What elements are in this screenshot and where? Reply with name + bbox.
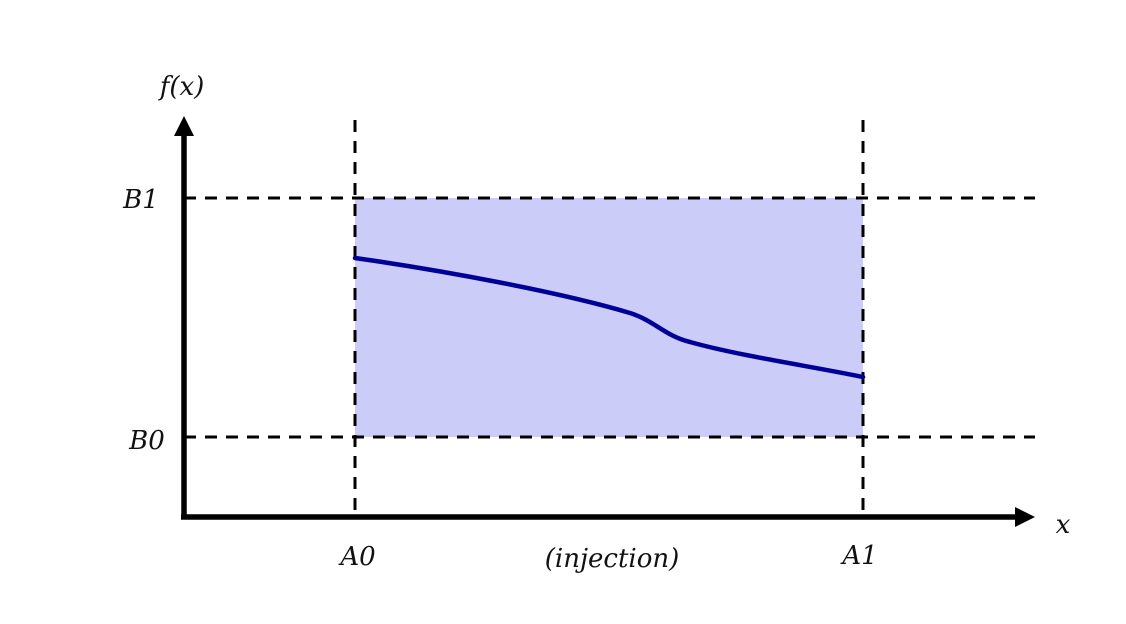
domain-upper-label: A1 bbox=[840, 541, 877, 571]
x-axis-label: x bbox=[1056, 510, 1071, 540]
range-upper-label: B1 bbox=[122, 185, 159, 215]
domain-lower-label: A0 bbox=[338, 542, 375, 572]
y-axis-label: f(x) bbox=[158, 72, 205, 102]
function-curve bbox=[352, 255, 866, 380]
mapping-caption: (injection) bbox=[545, 544, 680, 574]
mapped-region bbox=[355, 198, 863, 437]
y-axis-arrowhead bbox=[174, 116, 194, 136]
range-lower-label: B0 bbox=[128, 426, 165, 456]
x-axis-arrowhead bbox=[1015, 507, 1035, 527]
